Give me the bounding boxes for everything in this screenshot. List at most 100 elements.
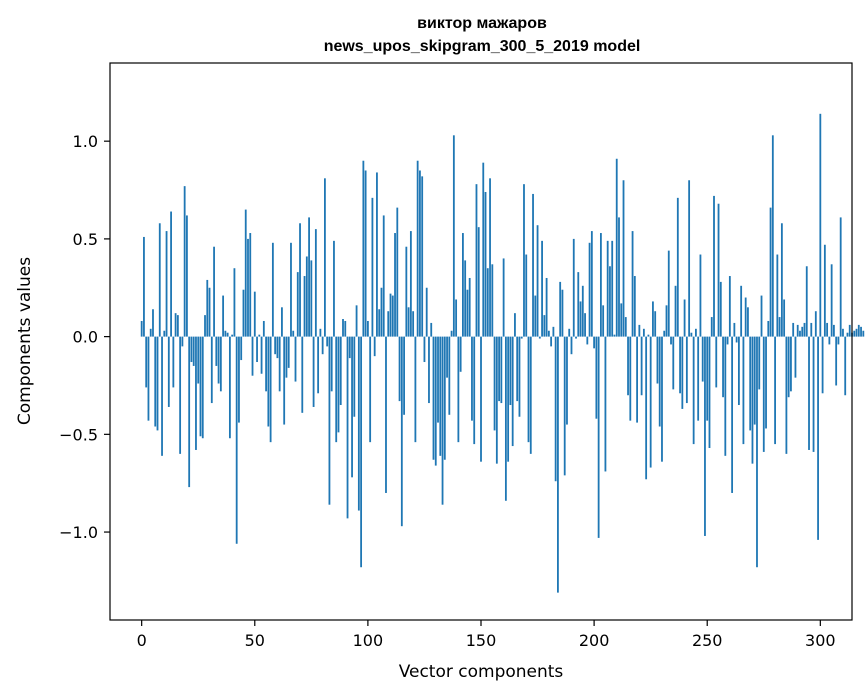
bar-249 [704, 336, 706, 536]
chart-title-line-1: виктор мажаров [417, 15, 547, 32]
bar-59 [274, 336, 277, 355]
bar-68 [294, 336, 297, 382]
bar-11 [165, 231, 168, 337]
bar-39 [228, 336, 231, 439]
bar-214 [624, 317, 627, 337]
bar-282 [778, 317, 781, 337]
bar-22 [190, 336, 193, 363]
bar-16 [176, 315, 179, 337]
bar-121 [414, 336, 417, 443]
bar-242 [688, 180, 691, 337]
bar-179 [545, 277, 548, 337]
bar-127 [428, 336, 430, 404]
bar-47 [247, 238, 249, 337]
bar-279 [771, 135, 774, 337]
bar-76 [312, 336, 315, 407]
bar-231 [663, 330, 666, 337]
bar-3 [147, 336, 150, 421]
bar-244 [692, 336, 695, 445]
bar-107 [382, 215, 385, 337]
bar-198 [588, 242, 591, 337]
bar-202 [597, 336, 600, 538]
bar-65 [287, 336, 290, 368]
bar-97 [360, 336, 363, 568]
bar-232 [665, 305, 668, 337]
bar-275 [762, 336, 765, 452]
bar-5 [152, 309, 154, 337]
bar-42 [235, 336, 238, 544]
bar-18 [181, 336, 184, 347]
bar-46 [244, 209, 247, 337]
bar-186 [561, 289, 564, 337]
bar-166 [516, 336, 519, 402]
bar-13 [170, 211, 172, 337]
bar-96 [357, 336, 360, 511]
bar-157 [495, 336, 498, 464]
bar-33 [215, 336, 218, 366]
bar-240 [683, 299, 686, 337]
bar-101 [369, 336, 372, 443]
bar-230 [661, 336, 663, 462]
bar-98 [362, 160, 365, 337]
bar-308 [837, 336, 840, 345]
bar-189 [568, 328, 571, 337]
bar-217 [631, 231, 634, 337]
bar-135 [446, 336, 448, 378]
bar-215 [627, 336, 629, 396]
bar-9 [161, 336, 163, 456]
bar-221 [640, 336, 643, 396]
bar-36 [222, 295, 225, 337]
bar-114 [398, 336, 401, 402]
bar-27 [201, 336, 204, 439]
bar-93 [351, 336, 353, 478]
bar-32 [213, 246, 215, 337]
y-axis-label: Components values [15, 257, 35, 425]
bar-40 [231, 334, 234, 337]
bar-30 [208, 287, 211, 337]
bar-28 [204, 315, 206, 337]
bar-44 [240, 336, 243, 361]
bar-196 [584, 313, 586, 337]
bar-194 [579, 301, 582, 337]
bar-212 [620, 303, 623, 337]
bar-298 [814, 311, 817, 337]
bar-4 [149, 328, 152, 337]
bar-303 [826, 322, 829, 337]
bar-90 [344, 320, 347, 337]
bar-223 [645, 336, 648, 480]
bar-85 [333, 240, 335, 337]
bar-105 [378, 309, 381, 337]
bar-294 [805, 266, 808, 337]
x-axis-ticks: 0 50 100 150 200 250 300 [137, 620, 836, 650]
bar-112 [394, 233, 396, 337]
bar-317 [857, 324, 860, 337]
bar-161 [504, 336, 507, 501]
y-tick-label: −1.0 [59, 523, 98, 542]
bar-184 [557, 336, 559, 593]
bar-111 [391, 295, 394, 337]
x-tick-label: 250 [692, 631, 723, 650]
bar-257 [722, 336, 724, 398]
bar-206 [606, 240, 609, 337]
bar-35 [219, 336, 222, 392]
bar-80 [321, 336, 324, 355]
bar-12 [167, 336, 170, 407]
bar-81 [324, 178, 326, 337]
bar-62 [281, 307, 283, 337]
bar-187 [563, 336, 566, 476]
bar-0 [140, 320, 143, 337]
bar-38 [226, 332, 229, 337]
bar-239 [681, 336, 684, 409]
bar-128 [430, 322, 433, 337]
bar-31 [210, 336, 213, 404]
bar-53 [260, 336, 263, 374]
bar-119 [409, 231, 412, 337]
bar-108 [385, 336, 387, 493]
bar-162 [507, 336, 510, 462]
bar-256 [719, 281, 722, 337]
bar-255 [717, 203, 720, 337]
bar-200 [593, 336, 596, 349]
bar-289 [794, 336, 797, 378]
bar-69 [296, 272, 299, 337]
bar-126 [425, 287, 428, 337]
